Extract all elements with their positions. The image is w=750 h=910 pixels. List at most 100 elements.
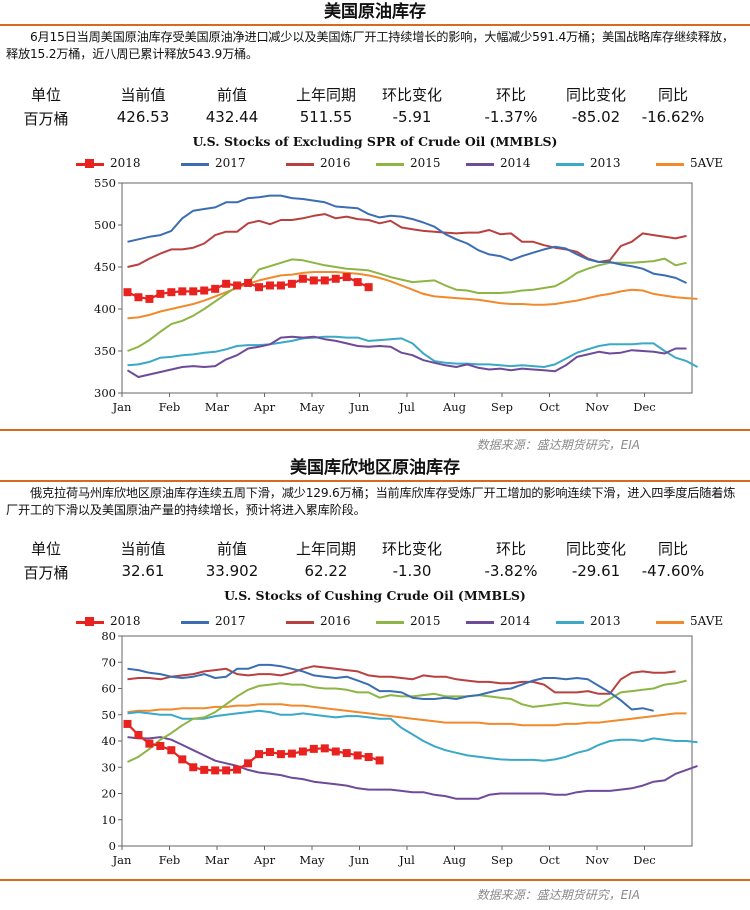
section-title: 美国原油库存 [324, 2, 426, 22]
x-tick-label: Oct [539, 400, 560, 414]
data-point-2018 [320, 276, 329, 285]
series-line-2014 [127, 736, 698, 800]
chart-title: U.S. Stocks of Excluding SPR of Crude Oi… [192, 134, 558, 149]
data-point-2018 [200, 765, 209, 774]
legend-swatch [556, 621, 584, 624]
data-point-2018 [375, 756, 384, 765]
divider-wrap [0, 429, 750, 431]
legend-label: 2015 [410, 614, 441, 628]
legend-label: 2015 [410, 156, 441, 170]
data-point-2018 [244, 278, 253, 287]
x-tick-label: Jan [112, 400, 132, 414]
legend-label: 2014 [500, 614, 531, 628]
data-point-2018 [298, 747, 307, 756]
y-tick-label: 50 [101, 708, 116, 722]
data-point-2018 [342, 273, 351, 282]
x-tick-label: Nov [585, 400, 609, 414]
data-point-2018 [320, 744, 329, 753]
stats-header-row: 单位 当前值 前值 上年同期 环比变化 环比 同比变化 同比 [0, 538, 750, 558]
chart-legend: 2018 2017 2016 2015 2014 2013 5AVE [0, 156, 750, 172]
legend-label: 2017 [215, 156, 246, 170]
data-point-2018 [265, 281, 274, 290]
legend-swatch [286, 621, 314, 624]
legend-swatch [376, 621, 404, 624]
legend-label: 2013 [590, 614, 621, 628]
stats-value-cell: -1.30 [392, 562, 432, 580]
x-tick-label: Jul [398, 853, 415, 867]
stats-header-cell: 当前值 [120, 540, 166, 558]
stats-header-row: 单位 当前值 前值 上年同期 环比变化 环比 同比变化 同比 [0, 84, 750, 104]
section-crude-stocks: 美国原油库存 6月15日当周美国原油库存受美国原油净进口减少以及美国炼厂开工持续… [0, 0, 750, 63]
y-tick-label: 40 [101, 734, 116, 748]
data-point-2018 [353, 751, 362, 760]
x-tick-label: Apr [253, 400, 276, 414]
stats-value-cell: -5.91 [392, 108, 432, 126]
line-chart: 0 10 20 30 40 50 60 70 80 Jan Feb Mar Apr May Jun Jul Au… [101, 629, 698, 867]
x-tick-label: Feb [159, 400, 181, 414]
stats-value-cell: -47.60% [641, 562, 705, 580]
stats-header-cell: 单位 [30, 86, 61, 104]
y-tick-label: 300 [94, 386, 116, 400]
section-description: 6月15日当周美国原油库存受美国原油净进口减少以及美国炼厂开工持续增长的影响，大… [6, 30, 734, 61]
y-tick-label: 350 [94, 344, 116, 358]
series-line-5AVE [127, 271, 698, 320]
section-cushing-stocks: 美国库欣地区原油库存 俄克拉荷马州库欣地区原油库存连续五周下滑，减少129.6万… [0, 456, 750, 519]
data-point-2018 [287, 749, 296, 758]
data-point-2018 [178, 755, 187, 764]
stats-value-cell: -16.62% [641, 108, 705, 126]
x-tick-label: Jun [349, 853, 370, 867]
legend-label: 2014 [500, 156, 531, 170]
y-tick-label: 550 [94, 176, 116, 190]
data-point-2018 [309, 276, 318, 285]
legend-swatch [656, 621, 684, 624]
stats-header-cell: 环比变化 [381, 86, 442, 104]
data-point-2018 [331, 274, 340, 283]
x-tick-label: Sep [491, 400, 513, 414]
series-line-2016 [127, 665, 676, 695]
section-description: 俄克拉荷马州库欣地区原油库存连续五周下滑，减少129.6万桶；当前库欣库存受炼厂… [6, 486, 736, 517]
stats-header-cell: 同比 [657, 540, 688, 558]
data-point-2018 [189, 287, 198, 296]
legend-swatch [181, 621, 209, 624]
legend-swatch [376, 163, 404, 166]
x-tick-label: Jan [112, 853, 132, 867]
data-point-2018 [156, 289, 165, 298]
data-point-2018 [233, 765, 242, 774]
data-point-2018 [167, 288, 176, 297]
stats-value-cell: 百万桶 [23, 564, 69, 582]
series-line-2016 [127, 213, 687, 268]
stats-header-cell: 环比 [495, 86, 526, 104]
legend-label: 5AVE [690, 156, 724, 170]
data-point-2018 [342, 749, 351, 758]
x-tick-label: May [299, 400, 325, 414]
x-tick-label: Mar [205, 853, 230, 867]
x-tick-label: Dec [633, 400, 655, 414]
x-tick-label: Sep [491, 853, 513, 867]
stats-header-cell: 同比 [657, 86, 688, 104]
data-point-2018 [145, 739, 154, 748]
x-tick-label: Mar [205, 400, 230, 414]
y-tick-label: 20 [101, 787, 116, 801]
stats-value-cell: 32.61 [121, 562, 165, 580]
stats-header-cell: 上年同期 [295, 86, 356, 104]
stats-header-cell: 环比 [495, 540, 526, 558]
legend-label: 2018 [110, 614, 141, 628]
x-tick-label: Nov [585, 853, 609, 867]
stats-header-cell: 前值 [216, 540, 247, 558]
legend-swatch [466, 163, 494, 166]
data-point-2018 [167, 746, 176, 755]
legend-swatch [466, 621, 494, 624]
legend-label: 2013 [590, 156, 621, 170]
stats-value-cell: 33.902 [205, 562, 259, 580]
legend-label: 2018 [110, 156, 141, 170]
source-note: 数据来源：盛达期货研究，EIA [476, 438, 640, 452]
stats-value-cell: -3.82% [484, 562, 538, 580]
stats-value-row: 百万桶 426.53 432.44 511.55 -5.91 -1.37% -85.02 -1… [0, 108, 750, 128]
x-tick-label: Apr [253, 853, 276, 867]
data-point-2018 [211, 284, 220, 293]
series-line-5AVE [127, 703, 687, 727]
y-tick-label: 400 [94, 302, 116, 316]
series-line-2015 [127, 257, 687, 352]
legend-label: 2016 [320, 156, 351, 170]
data-point-2018 [331, 747, 340, 756]
